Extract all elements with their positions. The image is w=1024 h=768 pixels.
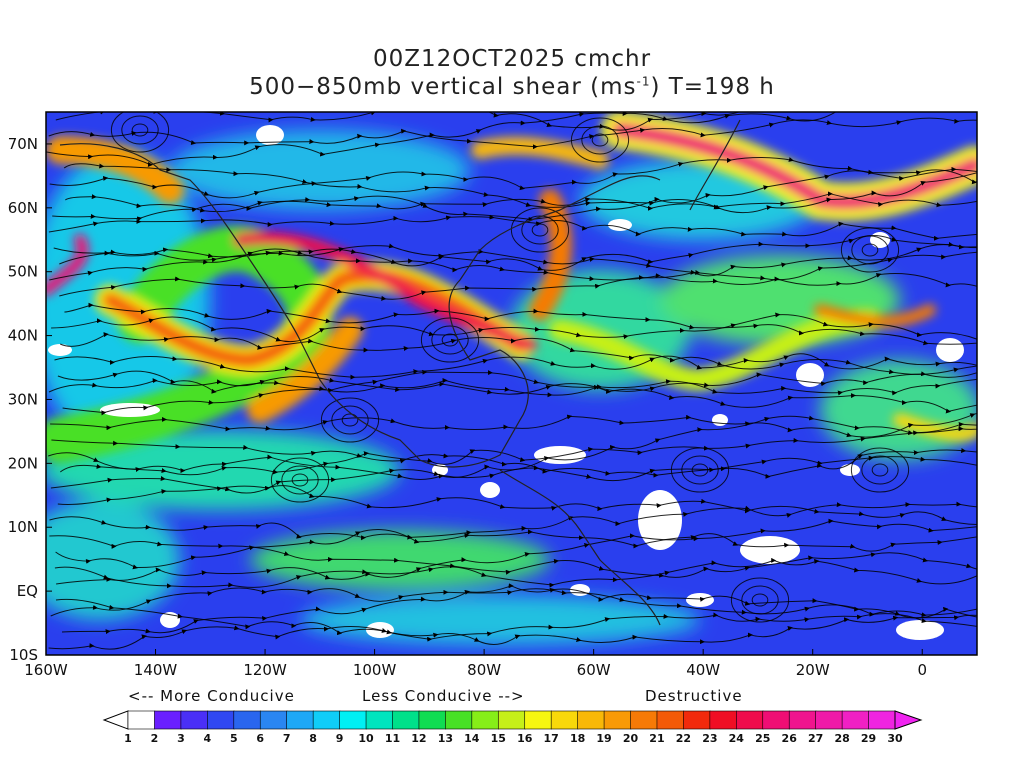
colorbar-swatch [471,710,500,730]
destructive-label: Destructive [645,687,743,705]
lon-tick-label: 120W [243,661,287,679]
colorbar-swatch [656,710,685,730]
colorbar-swatch [683,710,711,730]
colorbar-swatch [762,710,791,730]
lon-tick-label: 140W [134,661,178,679]
colorbar-swatch [392,710,420,730]
chart-subtitle: 500−850mb vertical shear (ms-1) T=198 h [249,74,775,100]
lon-tick-label: 20W [796,661,830,679]
colorbar-level-label: 29 [861,732,876,745]
colorbar-level-label: 3 [177,732,185,745]
colorbar-level-label: 24 [729,732,745,745]
colorbar-level-label: 25 [755,732,770,745]
lat-tick-label: 20N [8,454,38,472]
colorbar-level-label: 8 [309,732,317,745]
lon-tick-label: 160W [24,661,68,679]
lat-tick-label: 10S [9,646,38,664]
colorbar-level-label: 11 [385,732,400,745]
colorbar-swatch [841,710,870,730]
lon-tick-label: 0 [917,661,927,679]
colorbar-swatch [815,710,843,730]
colorbar-swatch [550,710,579,730]
colorbar-swatch [233,710,262,730]
colorbar-swatch [339,710,367,730]
colorbar-swatch [630,710,658,730]
shear-field [46,112,977,655]
streamlines [46,112,977,650]
lat-tick-label: EQ [17,582,38,600]
colorbar-level-label: 14 [464,732,480,745]
colorbar-level-label: 22 [676,732,691,745]
lat-tick-label: 50N [8,263,38,281]
lon-tick-label: 100W [353,661,397,679]
colorbar-level-label: 16 [517,732,533,745]
colorbar-level-label: 9 [336,732,344,745]
colorbar-swatch [418,710,447,730]
colorbar-swatch [207,710,235,730]
colorbar-level-label: 10 [358,732,374,745]
colorbar-swatch [445,710,473,730]
colorbar-level-label: 13 [438,732,453,745]
colorbar-swatch [312,710,341,730]
colorbar-level-label: 19 [596,732,611,745]
colorbar-level-label: 30 [887,732,903,745]
colorbar-swatch [577,710,605,730]
colorbar-level-label: 23 [702,732,717,745]
colorbar-level-label: 2 [151,732,159,745]
colorbar-level-label: 6 [256,732,264,745]
colorbar-swatch [603,710,632,730]
colorbar-level-label: 15 [491,732,506,745]
lon-tick-label: 40W [686,661,720,679]
lat-tick-label: 70N [8,135,38,153]
lat-tick-label: 60N [8,199,38,217]
colorbar-level-label: 7 [283,732,291,745]
colorbar-level-label: 20 [623,732,639,745]
colorbar-swatch [180,710,209,730]
lat-tick-label: 10N [8,518,38,536]
colorbar-swatch [497,710,526,730]
chart-title: 00Z12OCT2025 cmchr [372,46,652,72]
colorbar-level-label: 28 [834,732,849,745]
colorbar-swatch [868,710,896,730]
colorbar-swatch [788,710,817,730]
more-conducive-label: <-- More Conducive [128,687,295,705]
colorbar-level-label: 27 [808,732,823,745]
latitude-axis: 70N 60N 50N 40N 30N 20N 10N EQ 10S [8,135,52,664]
colorbar-swatch [524,710,552,730]
colorbar-low-arrow [102,710,129,730]
longitude-axis: 160W 140W 120W 100W 80W 60W 40W 20W 0 [24,649,927,679]
colorbar-swatch [365,710,394,730]
lat-tick-label: 40N [8,327,38,345]
colorbar: 1 2 3 4 5 6 7 8 9 10 11 12 13 14 15 16 17 18 19 20 21 22 23 24 2… [102,710,923,745]
colorbar-swatch [259,710,288,730]
colorbar-level-label: 18 [570,732,585,745]
coastlines [59,119,741,626]
colorbar-high-arrow [894,710,923,730]
colorbar-level-label: 1 [124,732,132,745]
colorbar-swatch [286,710,314,730]
colorbar-swatch [154,710,182,730]
colorbar-swatch [736,710,764,730]
colorbar-level-label: 26 [782,732,798,745]
lon-tick-label: 60W [577,661,611,679]
lon-tick-label: 80W [467,661,501,679]
colorbar-swatch [127,710,156,730]
less-conducive-label: Less Conducive --> [362,687,525,705]
colorbar-level-label: 4 [204,732,212,745]
colorbar-level-label: 21 [649,732,664,745]
plot-frame [45,111,978,656]
colorbar-swatch [709,710,738,730]
colorbar-level-label: 5 [230,732,238,745]
colorbar-level-label: 17 [544,732,559,745]
lat-tick-label: 30N [8,390,38,408]
colorbar-level-label: 12 [411,732,426,745]
